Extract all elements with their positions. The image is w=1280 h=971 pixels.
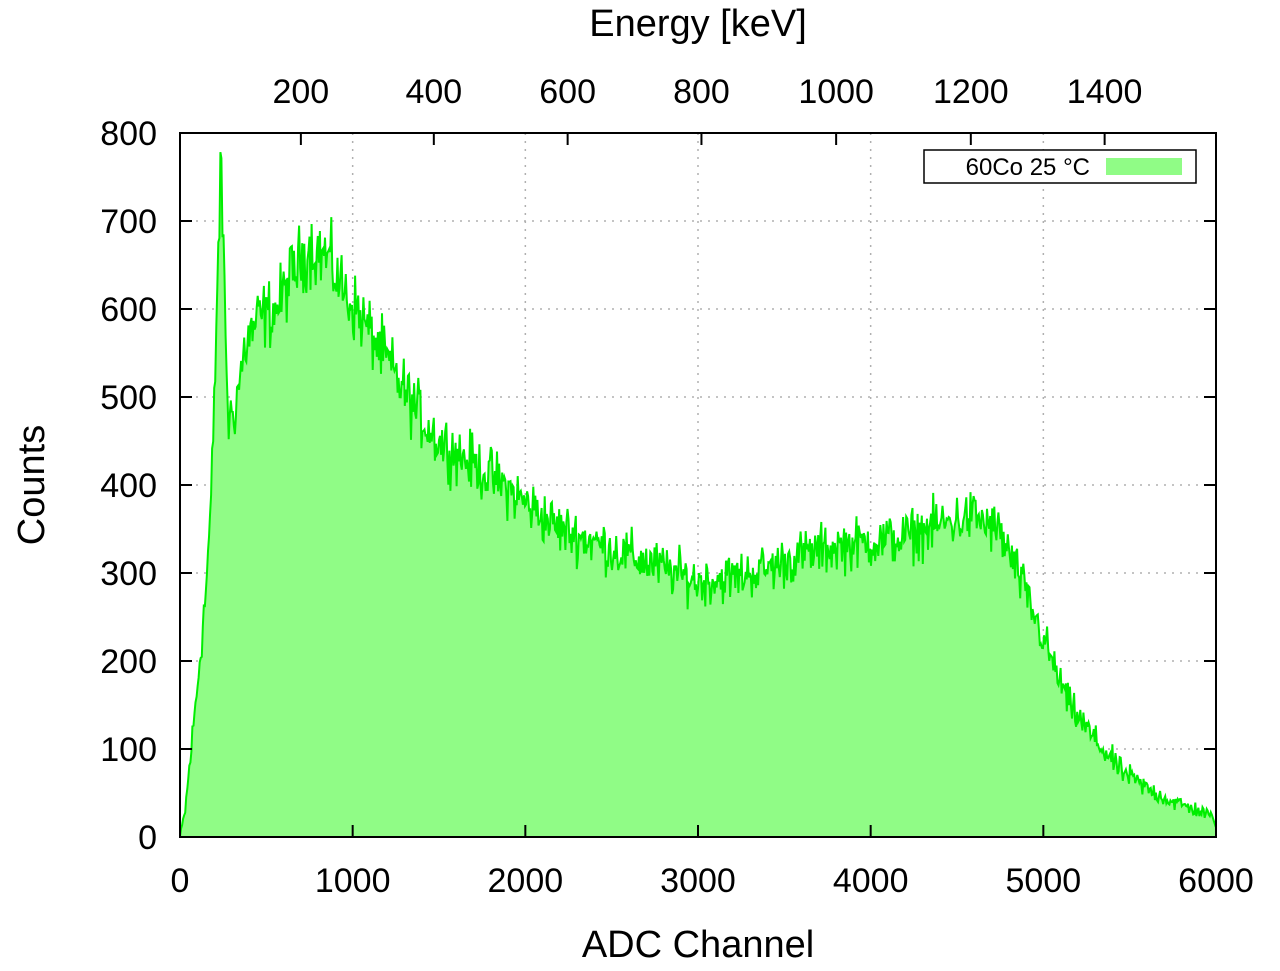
y-tick-label: 600	[100, 291, 157, 329]
y-tick-label: 100	[100, 731, 157, 769]
x2-tick-label: 800	[673, 73, 730, 111]
histogram-area	[180, 152, 1216, 838]
x2-tick-label: 400	[405, 73, 462, 111]
x2-axis-title: Energy [keV]	[589, 3, 807, 45]
x-axis-title: ADC Channel	[582, 924, 814, 966]
legend: 60Co 25 °C	[923, 149, 1197, 184]
legend-swatch	[1106, 158, 1182, 175]
y-tick-label: 200	[100, 643, 157, 681]
x2-tick-label: 1200	[933, 73, 1009, 111]
x-tick-label: 5000	[1006, 862, 1082, 900]
x-tick-label: 3000	[660, 862, 736, 900]
x-tick-label: 1000	[315, 862, 391, 900]
x-tick-label: 0	[171, 862, 190, 900]
x-tick-label: 2000	[488, 862, 564, 900]
tick-marks	[179, 132, 1217, 838]
x2-tick-label: 1400	[1067, 73, 1143, 111]
x-tick-label: 6000	[1178, 862, 1254, 900]
tick-labels: 0 1000 2000 3000 4000 5000 6000 0 100 200 300 400 50…	[100, 73, 1254, 900]
x2-tick-label: 200	[272, 73, 329, 111]
legend-label: 60Co 25 °C	[966, 154, 1090, 181]
y-tick-label: 800	[100, 115, 157, 153]
y-tick-label: 300	[100, 555, 157, 593]
x-tick-label: 4000	[833, 862, 909, 900]
y-tick-label: 400	[100, 467, 157, 505]
y-tick-label: 700	[100, 203, 157, 241]
x2-tick-label: 600	[539, 73, 596, 111]
y-tick-label: 500	[100, 379, 157, 417]
y-axis-title: Counts	[11, 425, 53, 545]
histogram-line	[179, 151, 1217, 838]
y-tick-label: 0	[138, 819, 157, 857]
x2-tick-label: 1000	[798, 73, 874, 111]
